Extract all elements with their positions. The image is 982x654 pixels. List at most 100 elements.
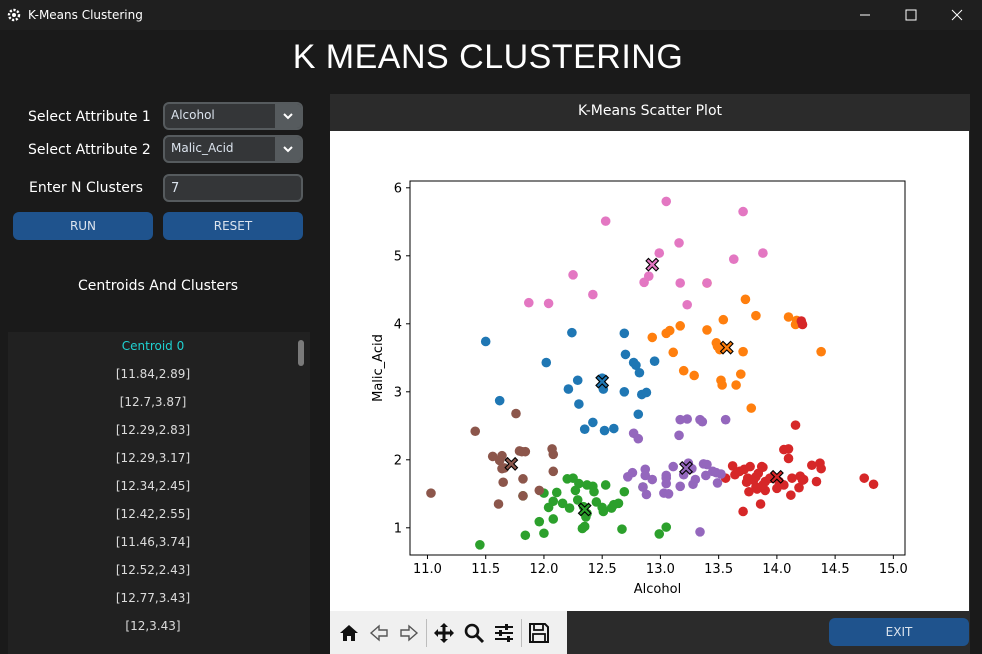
data-point xyxy=(735,369,746,379)
data-point xyxy=(738,346,748,357)
forward-arrow-icon[interactable] xyxy=(394,618,424,648)
data-point xyxy=(661,478,672,489)
data-point xyxy=(738,506,748,517)
data-point xyxy=(668,461,679,472)
chevron-down-icon[interactable] xyxy=(275,137,301,161)
reset-button[interactable]: RESET xyxy=(163,212,303,240)
data-point xyxy=(498,477,508,488)
list-item: [12.77,3.43] xyxy=(115,591,191,605)
centroids-list[interactable]: Centroid 0 [11.84,2.89] [12.7,3.87] [12.29,… xyxy=(8,332,310,654)
toolbar-separator xyxy=(426,618,427,647)
maximize-button[interactable] xyxy=(888,0,934,30)
data-point xyxy=(682,414,692,424)
data-point xyxy=(661,196,672,207)
data-point xyxy=(539,528,549,539)
data-point xyxy=(564,503,575,513)
data-point xyxy=(661,522,672,532)
data-point xyxy=(572,375,583,386)
data-point xyxy=(567,327,577,338)
data-point xyxy=(627,467,638,478)
data-point xyxy=(619,387,630,397)
minimize-icon xyxy=(859,6,871,25)
data-point xyxy=(480,336,491,347)
data-point xyxy=(470,426,481,437)
n-clusters-input[interactable] xyxy=(163,174,303,202)
list-item: [12.52,2.43] xyxy=(115,563,191,577)
data-point xyxy=(675,481,686,492)
data-point xyxy=(643,271,654,281)
data-point xyxy=(541,357,552,368)
data-point xyxy=(816,346,826,357)
data-point xyxy=(758,248,768,258)
data-point xyxy=(606,503,617,513)
data-point xyxy=(816,463,826,474)
x-tick-label: 11.5 xyxy=(471,562,500,577)
plot-canvas[interactable]: 11.0 11.5 12.0 12.5 13.0 13.5 14.0 14.5 15.0 1 2 3 4… xyxy=(330,131,969,611)
data-point xyxy=(497,463,507,474)
attribute-2-label: Select Attribute 2 xyxy=(28,142,151,158)
attribute-2-dropdown[interactable]: Malic_Acid xyxy=(163,135,303,163)
centroid-header: Centroid 0 xyxy=(121,339,185,353)
window-title: K-Means Clustering xyxy=(28,8,143,22)
home-icon[interactable] xyxy=(334,618,364,648)
attribute-1-label: Select Attribute 1 xyxy=(28,109,151,125)
page-title: K MEANS CLUSTERING xyxy=(292,38,684,76)
data-point xyxy=(520,530,531,541)
x-tick-label: 15.0 xyxy=(879,562,908,577)
data-point xyxy=(579,424,590,435)
data-point xyxy=(588,417,598,428)
data-point xyxy=(613,498,624,509)
centroid-marker xyxy=(719,340,734,355)
data-point xyxy=(717,380,727,390)
data-point xyxy=(649,356,660,366)
data-point xyxy=(702,459,712,470)
data-point xyxy=(682,299,692,310)
data-point xyxy=(811,476,822,487)
x-tick-label: 13.5 xyxy=(704,562,733,577)
data-point xyxy=(574,399,584,409)
data-point xyxy=(589,486,599,497)
data-point xyxy=(588,289,598,300)
zoom-icon[interactable] xyxy=(459,618,489,648)
data-point xyxy=(661,470,672,481)
configure-subplots-icon[interactable] xyxy=(489,618,519,648)
data-point xyxy=(807,460,817,471)
data-point xyxy=(731,380,741,390)
data-point xyxy=(631,360,641,371)
data-point xyxy=(638,482,648,492)
data-point xyxy=(647,332,658,343)
y-axis-label: Malic_Acid xyxy=(371,334,386,402)
data-point xyxy=(548,514,559,524)
list-scrollbar[interactable] xyxy=(298,340,304,366)
back-arrow-icon[interactable] xyxy=(364,618,394,648)
list-item: [12.29,2.83] xyxy=(115,423,191,437)
exit-button[interactable]: EXIT xyxy=(829,618,969,646)
centroid-marker xyxy=(577,502,592,517)
data-point xyxy=(426,488,436,498)
data-point xyxy=(797,319,808,330)
close-button[interactable] xyxy=(934,0,980,30)
pan-icon[interactable] xyxy=(429,618,459,648)
data-point xyxy=(520,446,531,457)
data-point xyxy=(798,474,809,485)
data-point xyxy=(786,490,796,500)
data-point xyxy=(783,453,794,464)
run-button[interactable]: RUN xyxy=(13,212,153,240)
data-point xyxy=(674,238,684,248)
data-point xyxy=(598,506,609,517)
data-point xyxy=(599,425,610,436)
data-point xyxy=(697,416,708,427)
plot-toolbar xyxy=(330,611,567,654)
minimize-button[interactable] xyxy=(842,0,888,30)
scatter-chart: 11.0 11.5 12.0 12.5 13.0 13.5 14.0 14.5 15.0 1 2 3 4… xyxy=(371,180,908,597)
list-item: [12.7,3.87] xyxy=(119,395,187,409)
attribute-1-dropdown[interactable]: Alcohol xyxy=(163,102,303,130)
data-point xyxy=(579,521,590,532)
attribute-1-value: Alcohol xyxy=(171,108,215,122)
data-point xyxy=(547,444,557,454)
centroid-marker xyxy=(595,374,610,389)
data-point xyxy=(758,462,768,473)
chevron-down-icon[interactable] xyxy=(275,104,301,128)
save-icon[interactable] xyxy=(524,618,554,648)
